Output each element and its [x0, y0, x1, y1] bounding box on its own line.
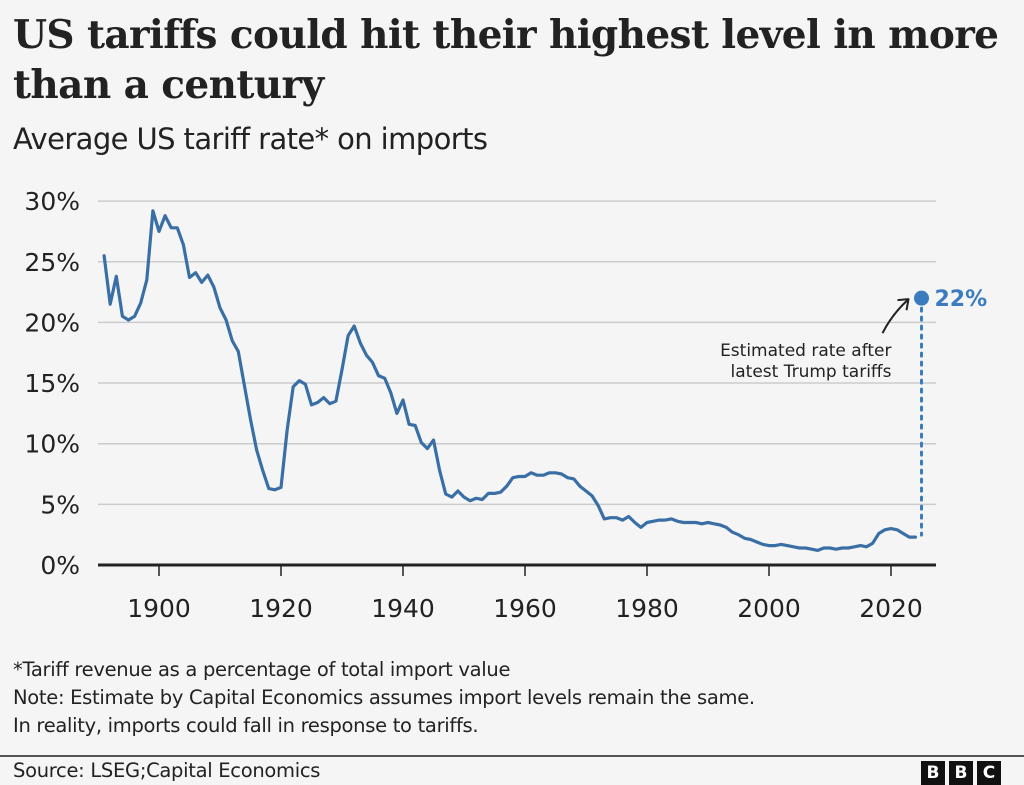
annotation-text-line1: Estimated rate after	[720, 341, 891, 361]
tariff-line-chart: 0% 5% 10% 15% 20% 25% 30% 1900 1920 1940 1960 1980…	[24, 187, 988, 623]
annotation-arrow	[881, 299, 909, 334]
tariff-rate-line	[102, 209, 917, 552]
footnote-note-line1: Note: Estimate by Capital Economics assu…	[13, 686, 755, 709]
bbc-logo-letter: B	[921, 761, 945, 785]
bbc-logo: B B C	[921, 761, 1001, 785]
estimate-point	[914, 290, 929, 306]
footer-divider	[0, 755, 1024, 757]
chart-title: US tariffs could hit their highest level…	[13, 12, 999, 108]
x-tick-label: 1960	[493, 594, 557, 623]
x-tick-label: 1980	[615, 594, 679, 623]
y-tick-label: 5%	[40, 490, 80, 519]
x-axis-tick-labels: 1900 1920 1940 1960 1980 2000 2020	[127, 594, 923, 623]
annotation-text-line2: latest Trump tariffs	[731, 362, 892, 382]
footnote-definition: *Tariff revenue as a percentage of total…	[13, 658, 511, 681]
gridlines	[98, 200, 936, 506]
y-tick-label: 0%	[40, 551, 80, 580]
x-tick-label: 1920	[249, 594, 313, 623]
chart-subtitle: Average US tariff rate* on imports	[13, 122, 488, 156]
y-tick-label: 30%	[24, 187, 80, 216]
x-axis	[98, 563, 936, 576]
y-tick-label: 15%	[24, 369, 80, 398]
bbc-logo-letter: C	[977, 761, 1001, 785]
y-tick-label: 10%	[24, 430, 80, 459]
x-tick-label: 1940	[371, 594, 435, 623]
y-axis-tick-labels: 0% 5% 10% 15% 20% 25% 30%	[24, 187, 80, 580]
y-tick-label: 25%	[24, 248, 80, 277]
source-text: Source: LSEG;Capital Economics	[13, 759, 321, 782]
x-tick-label: 1900	[127, 594, 191, 623]
estimate-value-label: 22%	[935, 287, 988, 312]
x-tick-label: 2000	[737, 594, 801, 623]
footnotes: *Tariff revenue as a percentage of total…	[13, 656, 755, 740]
annotation-arrowhead-icon	[897, 298, 910, 311]
x-tick-label: 2020	[859, 594, 923, 623]
y-tick-label: 20%	[24, 308, 80, 337]
footnote-note-line2: In reality, imports could fall in respon…	[13, 714, 479, 737]
bbc-logo-letter: B	[949, 761, 973, 785]
